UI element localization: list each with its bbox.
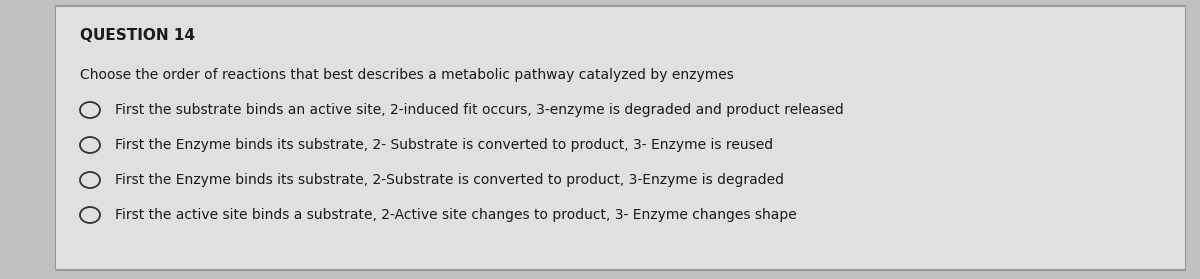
Text: Choose the order of reactions that best describes a metabolic pathway catalyzed : Choose the order of reactions that best … <box>80 68 734 82</box>
Text: First the Enzyme binds its substrate, 2-Substrate is converted to product, 3-Enz: First the Enzyme binds its substrate, 2-… <box>115 173 784 187</box>
Text: First the Enzyme binds its substrate, 2- Substrate is converted to product, 3- E: First the Enzyme binds its substrate, 2-… <box>115 138 773 152</box>
Text: QUESTION 14: QUESTION 14 <box>80 28 194 43</box>
Ellipse shape <box>80 102 100 118</box>
Text: First the substrate binds an active site, 2-induced fit occurs, 3-enzyme is degr: First the substrate binds an active site… <box>115 103 844 117</box>
Text: First the active site binds a substrate, 2-Active site changes to product, 3- En: First the active site binds a substrate,… <box>115 208 797 222</box>
Ellipse shape <box>80 207 100 223</box>
Ellipse shape <box>80 172 100 188</box>
Ellipse shape <box>80 137 100 153</box>
